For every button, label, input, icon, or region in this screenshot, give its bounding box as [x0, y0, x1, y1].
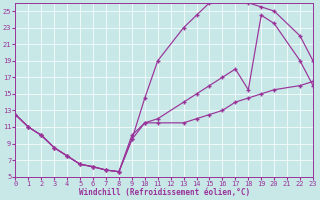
- X-axis label: Windchill (Refroidissement éolien,°C): Windchill (Refroidissement éolien,°C): [79, 188, 250, 197]
